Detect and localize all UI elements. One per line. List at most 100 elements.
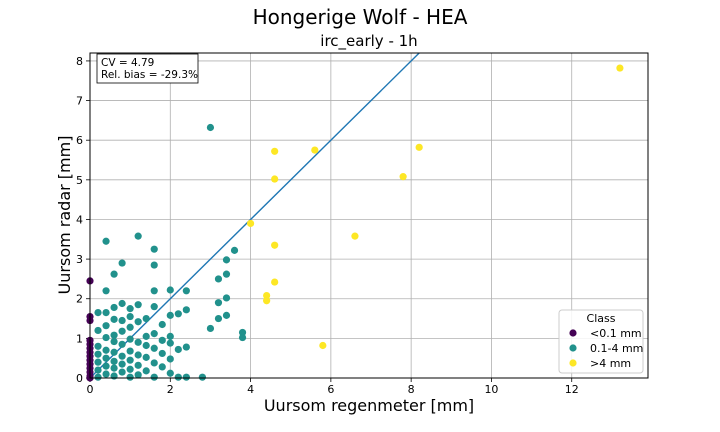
scatter-point [94,373,102,381]
legend-entry: 0.1-4 mm [590,342,643,355]
scatter-point [166,355,174,363]
scatter-point [150,373,158,381]
scatter-point [399,173,407,181]
scatter-point [158,349,166,358]
scatter-point [166,339,174,347]
scatter-point [150,330,158,338]
y-tick-label: 8 [76,55,83,68]
scatter-point [166,286,174,294]
chart-title: irc_early - 1h [320,32,417,51]
scatter-point [126,323,134,331]
scatter-point [118,368,126,376]
scatter-point [110,331,118,339]
stats-annotation: CV = 4.79 Rel. bias = -29.3% [96,53,199,84]
scatter-point [150,287,158,295]
scatter-point [134,232,142,240]
scatter-point [134,301,142,309]
scatter-point [110,372,118,380]
data-points [86,64,624,382]
scatter-point [150,359,158,367]
scatter-point [182,306,190,314]
y-axis-label: Uursom radar [mm] [55,136,74,295]
legend-box [558,309,644,374]
scatter-point [102,346,110,354]
scatter-point [214,299,223,307]
scatter-point [94,358,102,366]
scatter-point [222,256,231,264]
scatter-point [142,341,150,350]
y-tick-label: 6 [76,134,83,147]
scatter-point [94,350,102,358]
legend-marker [569,329,577,337]
scatter-point [118,352,126,360]
scatter-point [222,311,231,319]
scatter-point [126,373,134,381]
y-tick-label: 7 [76,95,83,108]
scatter-point [110,315,118,323]
scatter-point [126,365,134,373]
scatter-point [118,360,126,368]
scatter-point [222,294,231,302]
scatter-point [182,287,190,295]
scatter-point [206,123,215,132]
scatter-point [271,175,279,183]
legend-entry: >4 mm [590,357,631,370]
scatter-point [94,309,102,317]
scatter-point [166,332,174,340]
scatter-point [415,143,423,151]
y-tick-label: 3 [76,253,83,266]
chart-suptitle: Hongerige Wolf - HEA [253,5,468,29]
scatter-point [134,351,142,359]
grid-lines [89,53,648,379]
scatter-point [94,366,102,374]
scatter-point [263,291,271,300]
scatter-point [118,327,126,335]
scatter-point [126,312,134,321]
scatter-point [110,337,118,346]
scatter-point [134,338,142,346]
legend-marker [569,359,577,367]
stats-annotation-box [96,53,199,84]
scatter-point [150,261,158,269]
scatter-point [222,270,231,278]
scatter-point [142,332,150,340]
scatter-point [110,348,118,356]
scatter-point [238,333,247,342]
x-tick-label: 6 [327,383,334,396]
legend: Class <0.1 mm 0.1-4 mm >4 mm [558,309,644,374]
scatter-point [230,246,239,254]
x-tick-label: 12 [565,383,579,396]
scatter-point [126,347,134,355]
scatter-point [271,241,279,249]
scatter-point [271,278,279,286]
x-axis-label: Uursom regenmeter [mm] [264,396,474,415]
one-to-one-line [89,52,420,379]
scatter-point [118,316,126,325]
scatter-point [118,259,126,267]
scatter-point [311,146,319,154]
scatter-point [150,245,158,253]
scatter-point [198,373,207,381]
y-tick-label: 0 [76,372,83,385]
scatter-point [142,353,150,361]
scatter-point [150,344,158,352]
scatter-point [174,373,182,381]
scatter-point [134,318,142,326]
scatter-point [94,342,102,350]
x-tick-label: 0 [87,383,94,396]
series-2 [246,64,624,350]
scatter-point [126,305,134,313]
reference-line-group [89,52,420,379]
scatter-point [126,356,134,364]
scatter-point [182,343,190,351]
x-tick-label: 2 [167,383,174,396]
scatter-point [166,369,174,377]
scatter-point [110,303,118,312]
y-tick-label: 1 [76,332,83,345]
y-tick-label: 5 [76,174,83,187]
scatter-point [110,357,118,365]
scatter-point [174,345,182,354]
scatter-point [150,303,158,311]
series-1 [94,123,247,381]
